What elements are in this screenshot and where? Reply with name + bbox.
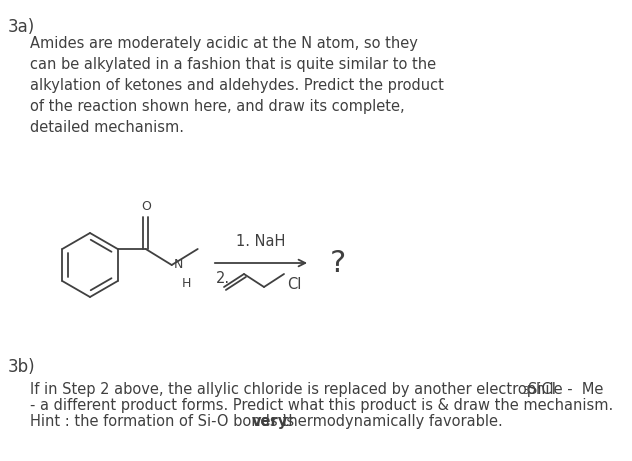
Text: If in Step 2 above, the allylic chloride is replaced by another electrophile -  : If in Step 2 above, the allylic chloride… [30, 382, 604, 397]
Text: Cl: Cl [287, 277, 301, 292]
Text: 3: 3 [522, 386, 528, 396]
Text: H: H [182, 277, 191, 290]
Text: SiCl: SiCl [528, 382, 556, 397]
Text: 3a): 3a) [8, 18, 35, 36]
Text: O: O [141, 200, 150, 213]
Text: Hint : the formation of Si-O bonds is: Hint : the formation of Si-O bonds is [30, 414, 299, 429]
Text: 2.: 2. [216, 271, 230, 286]
Text: 3b): 3b) [8, 358, 35, 376]
Text: thermodynamically favorable.: thermodynamically favorable. [278, 414, 502, 429]
Text: Amides are moderately acidic at the N atom, so they
can be alkylated in a fashio: Amides are moderately acidic at the N at… [30, 36, 444, 135]
Text: - a different product forms. Predict what this product is & draw the mechanism.: - a different product forms. Predict wha… [30, 398, 613, 413]
Text: very: very [252, 414, 288, 429]
Text: N: N [174, 258, 183, 271]
Text: ?: ? [330, 248, 346, 278]
Text: 1. NaH: 1. NaH [236, 234, 286, 249]
